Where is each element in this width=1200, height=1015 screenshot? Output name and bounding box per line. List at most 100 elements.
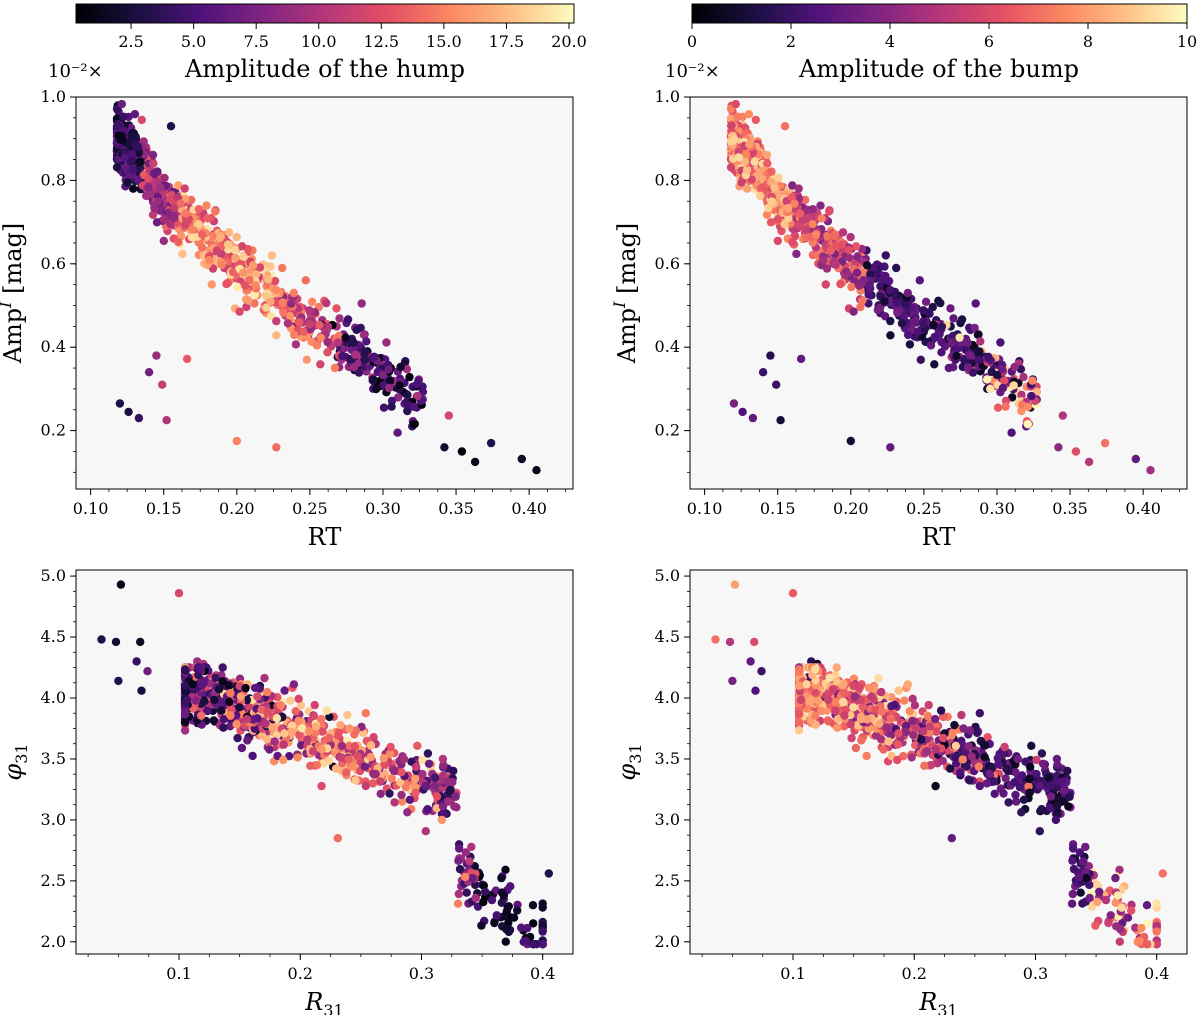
scatter-point: [1013, 754, 1023, 764]
scatter-point: [423, 749, 433, 758]
scatter-point: [881, 251, 890, 260]
scatter-point: [337, 753, 347, 762]
scatter-point: [819, 256, 828, 265]
scatter-point: [261, 719, 270, 728]
scatter-point: [794, 718, 804, 727]
scatter-point: [411, 788, 420, 797]
scatter-point: [921, 297, 931, 306]
scatter-point: [963, 338, 972, 347]
scatter-point: [840, 711, 849, 720]
scatter-point: [180, 726, 190, 735]
scatter-point: [862, 751, 871, 761]
y-tick-label: 4.0: [41, 688, 66, 707]
scatter-point: [209, 716, 218, 725]
scatter-point: [194, 205, 204, 214]
scatter-point: [1026, 762, 1035, 772]
scatter-point: [1035, 781, 1044, 791]
scatter-point: [975, 781, 984, 791]
scatter-point: [1084, 457, 1094, 467]
scatter-point: [1059, 786, 1069, 795]
scatter-point: [965, 350, 974, 359]
colorbar-tick-label: 12.5: [363, 32, 399, 51]
scatter-point: [867, 692, 876, 701]
scatter-point: [938, 756, 947, 765]
scatter-point: [911, 741, 920, 750]
scatter-point: [880, 262, 889, 271]
scatter-point: [366, 741, 376, 750]
scatter-point: [993, 754, 1002, 763]
scatter-point: [497, 873, 506, 883]
scatter-point: [903, 288, 912, 298]
scatter-point: [1093, 897, 1102, 907]
scatter-point: [886, 443, 895, 452]
scatter-point: [499, 891, 508, 900]
scatter-point: [305, 306, 314, 315]
scatter-point: [180, 710, 190, 719]
scatter-point: [1001, 402, 1010, 411]
scatter-point: [899, 311, 909, 321]
scatter-point: [205, 256, 214, 265]
scatter-point: [1085, 880, 1094, 890]
y-tick-label: 3.5: [655, 749, 680, 768]
scatter-point: [289, 288, 298, 298]
scatter-point: [318, 727, 327, 736]
y-tick-label: 2.0: [655, 932, 680, 951]
scatter-point: [153, 197, 162, 206]
scatter-point: [951, 741, 960, 751]
scatter-point: [471, 880, 480, 890]
x-tick-label: 0.40: [511, 499, 547, 518]
scatter-point: [946, 304, 955, 313]
scatter-point: [156, 183, 165, 192]
scatter-point: [387, 774, 396, 783]
scatter-point: [886, 316, 895, 326]
scatter-point: [402, 365, 412, 374]
scatter-point: [751, 686, 760, 695]
scatter-point: [181, 209, 191, 218]
scatter-point: [909, 730, 918, 740]
scatter-point: [310, 700, 319, 710]
scatter-point: [971, 299, 980, 308]
scatter-point: [796, 354, 806, 364]
colorbar-hump-bar: [75, 3, 575, 24]
scatter-point: [846, 232, 855, 242]
scatter-point: [744, 110, 754, 119]
scatter-point: [864, 290, 873, 299]
scatter-point: [1023, 402, 1033, 411]
scatter-point: [738, 407, 747, 417]
scatter-point: [471, 893, 480, 903]
scatter-point: [1137, 923, 1146, 933]
scatter-point: [998, 383, 1008, 393]
scatter-point: [965, 726, 975, 735]
scatter-point: [250, 724, 259, 733]
scatter-point: [1068, 889, 1078, 899]
scatter-point: [903, 330, 913, 340]
scatter-point: [242, 302, 251, 312]
scatter-point: [756, 191, 765, 201]
scatter-point: [360, 355, 370, 365]
scatter-point: [412, 762, 421, 772]
scatter-point: [1010, 362, 1019, 372]
scatter-point: [869, 263, 879, 272]
colorbar-tick-label: 10.0: [301, 32, 337, 51]
scatter-point: [444, 411, 453, 420]
scatter-point: [1104, 918, 1113, 928]
scatter-point: [767, 197, 776, 206]
scatter-point: [409, 402, 419, 411]
scatter-point: [879, 745, 888, 754]
scatter-point: [1003, 766, 1013, 776]
scatter-point: [301, 276, 310, 285]
scatter-point: [348, 762, 357, 771]
scatter-point: [1011, 790, 1020, 800]
scatter-point: [901, 727, 910, 737]
x-axis-label: RT: [308, 523, 342, 551]
scatter-point: [287, 727, 296, 737]
scatter-point: [443, 777, 452, 786]
scatter-point: [336, 720, 345, 730]
scatter-point: [237, 743, 247, 753]
scatter-point: [1142, 940, 1152, 949]
scatter-point: [1009, 381, 1018, 390]
scatter-point: [266, 262, 275, 271]
scatter-point: [316, 333, 326, 342]
scatter-point: [794, 665, 804, 674]
scatter-point: [985, 769, 994, 779]
